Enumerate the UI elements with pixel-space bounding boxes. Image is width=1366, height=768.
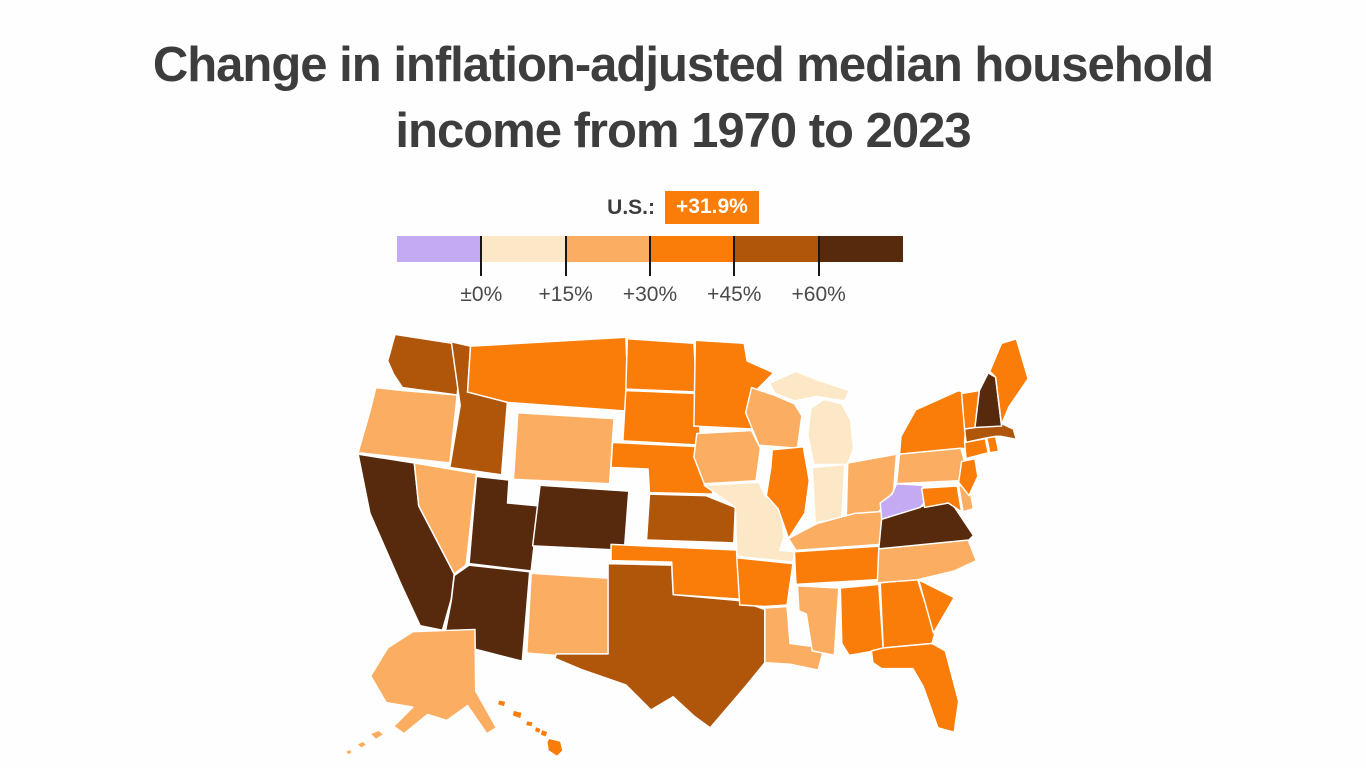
legend-colorbar: [397, 236, 903, 262]
legend-swatch-1: [481, 236, 566, 262]
state-CO[interactable]: [531, 484, 630, 552]
us-average-row: U.S.: +31.9%: [0, 191, 1366, 224]
state-NV[interactable]: [413, 462, 478, 575]
legend-tick-label-4: +60%: [791, 283, 846, 306]
legend-swatch-4: [734, 236, 819, 262]
state-UT[interactable]: [468, 475, 540, 572]
legend-tick-1: [564, 236, 567, 276]
state-MD[interactable]: [920, 485, 963, 513]
state-MT[interactable]: [466, 336, 630, 413]
state-OR[interactable]: [357, 386, 458, 464]
state-WV[interactable]: [879, 483, 933, 520]
state-WA[interactable]: [386, 333, 463, 396]
state-WY[interactable]: [512, 412, 615, 485]
state-MN[interactable]: [693, 339, 775, 430]
state-MS[interactable]: [796, 585, 840, 657]
legend-scale: ±0% +15% +30% +45% +60%: [397, 236, 903, 346]
state-HI[interactable]: [496, 698, 564, 758]
state-IN[interactable]: [811, 463, 846, 523]
state-SD[interactable]: [622, 389, 703, 447]
legend-tick-label-1: +15%: [538, 283, 593, 306]
state-RI[interactable]: [986, 435, 1000, 454]
state-AL[interactable]: [839, 583, 884, 657]
state-ND[interactable]: [625, 338, 698, 393]
legend-tick-2: [649, 236, 651, 276]
state-NM[interactable]: [525, 572, 612, 657]
page-title: Change in inflation-adjusted median hous…: [0, 32, 1366, 164]
legend-tick-label-3: +45%: [707, 283, 762, 306]
us-choropleth-map: [344, 333, 1029, 758]
legend-swatch-2: [565, 236, 650, 262]
us-average-label: U.S.:: [607, 195, 656, 219]
us-value-badge: +31.9%: [665, 191, 759, 224]
legend-tick-3: [733, 236, 736, 276]
title-line-1: Change in inflation-adjusted median hous…: [152, 38, 1214, 92]
legend-tick-4: [817, 236, 820, 276]
state-KS[interactable]: [645, 493, 737, 544]
state-AR[interactable]: [736, 556, 794, 608]
legend-tick-label-0: ±0%: [460, 283, 503, 306]
legend-swatch-3: [649, 236, 735, 262]
legend-tick-label-2: +30%: [622, 283, 678, 306]
legend-tick-0: [480, 236, 483, 276]
state-TX[interactable]: [554, 562, 766, 729]
state-NJ[interactable]: [957, 457, 979, 497]
state-ME[interactable]: [988, 338, 1029, 426]
state-MI[interactable]: [768, 370, 855, 466]
title-line-2: income from 1970 to 2023: [395, 104, 971, 158]
state-FL[interactable]: [870, 642, 960, 733]
state-IA[interactable]: [693, 429, 762, 485]
legend-swatch-5: [818, 236, 903, 262]
state-AK[interactable]: [344, 628, 498, 756]
state-SC[interactable]: [917, 579, 955, 634]
state-WI[interactable]: [744, 386, 803, 449]
state-LA[interactable]: [764, 605, 825, 671]
legend-swatch-0: [397, 236, 482, 262]
